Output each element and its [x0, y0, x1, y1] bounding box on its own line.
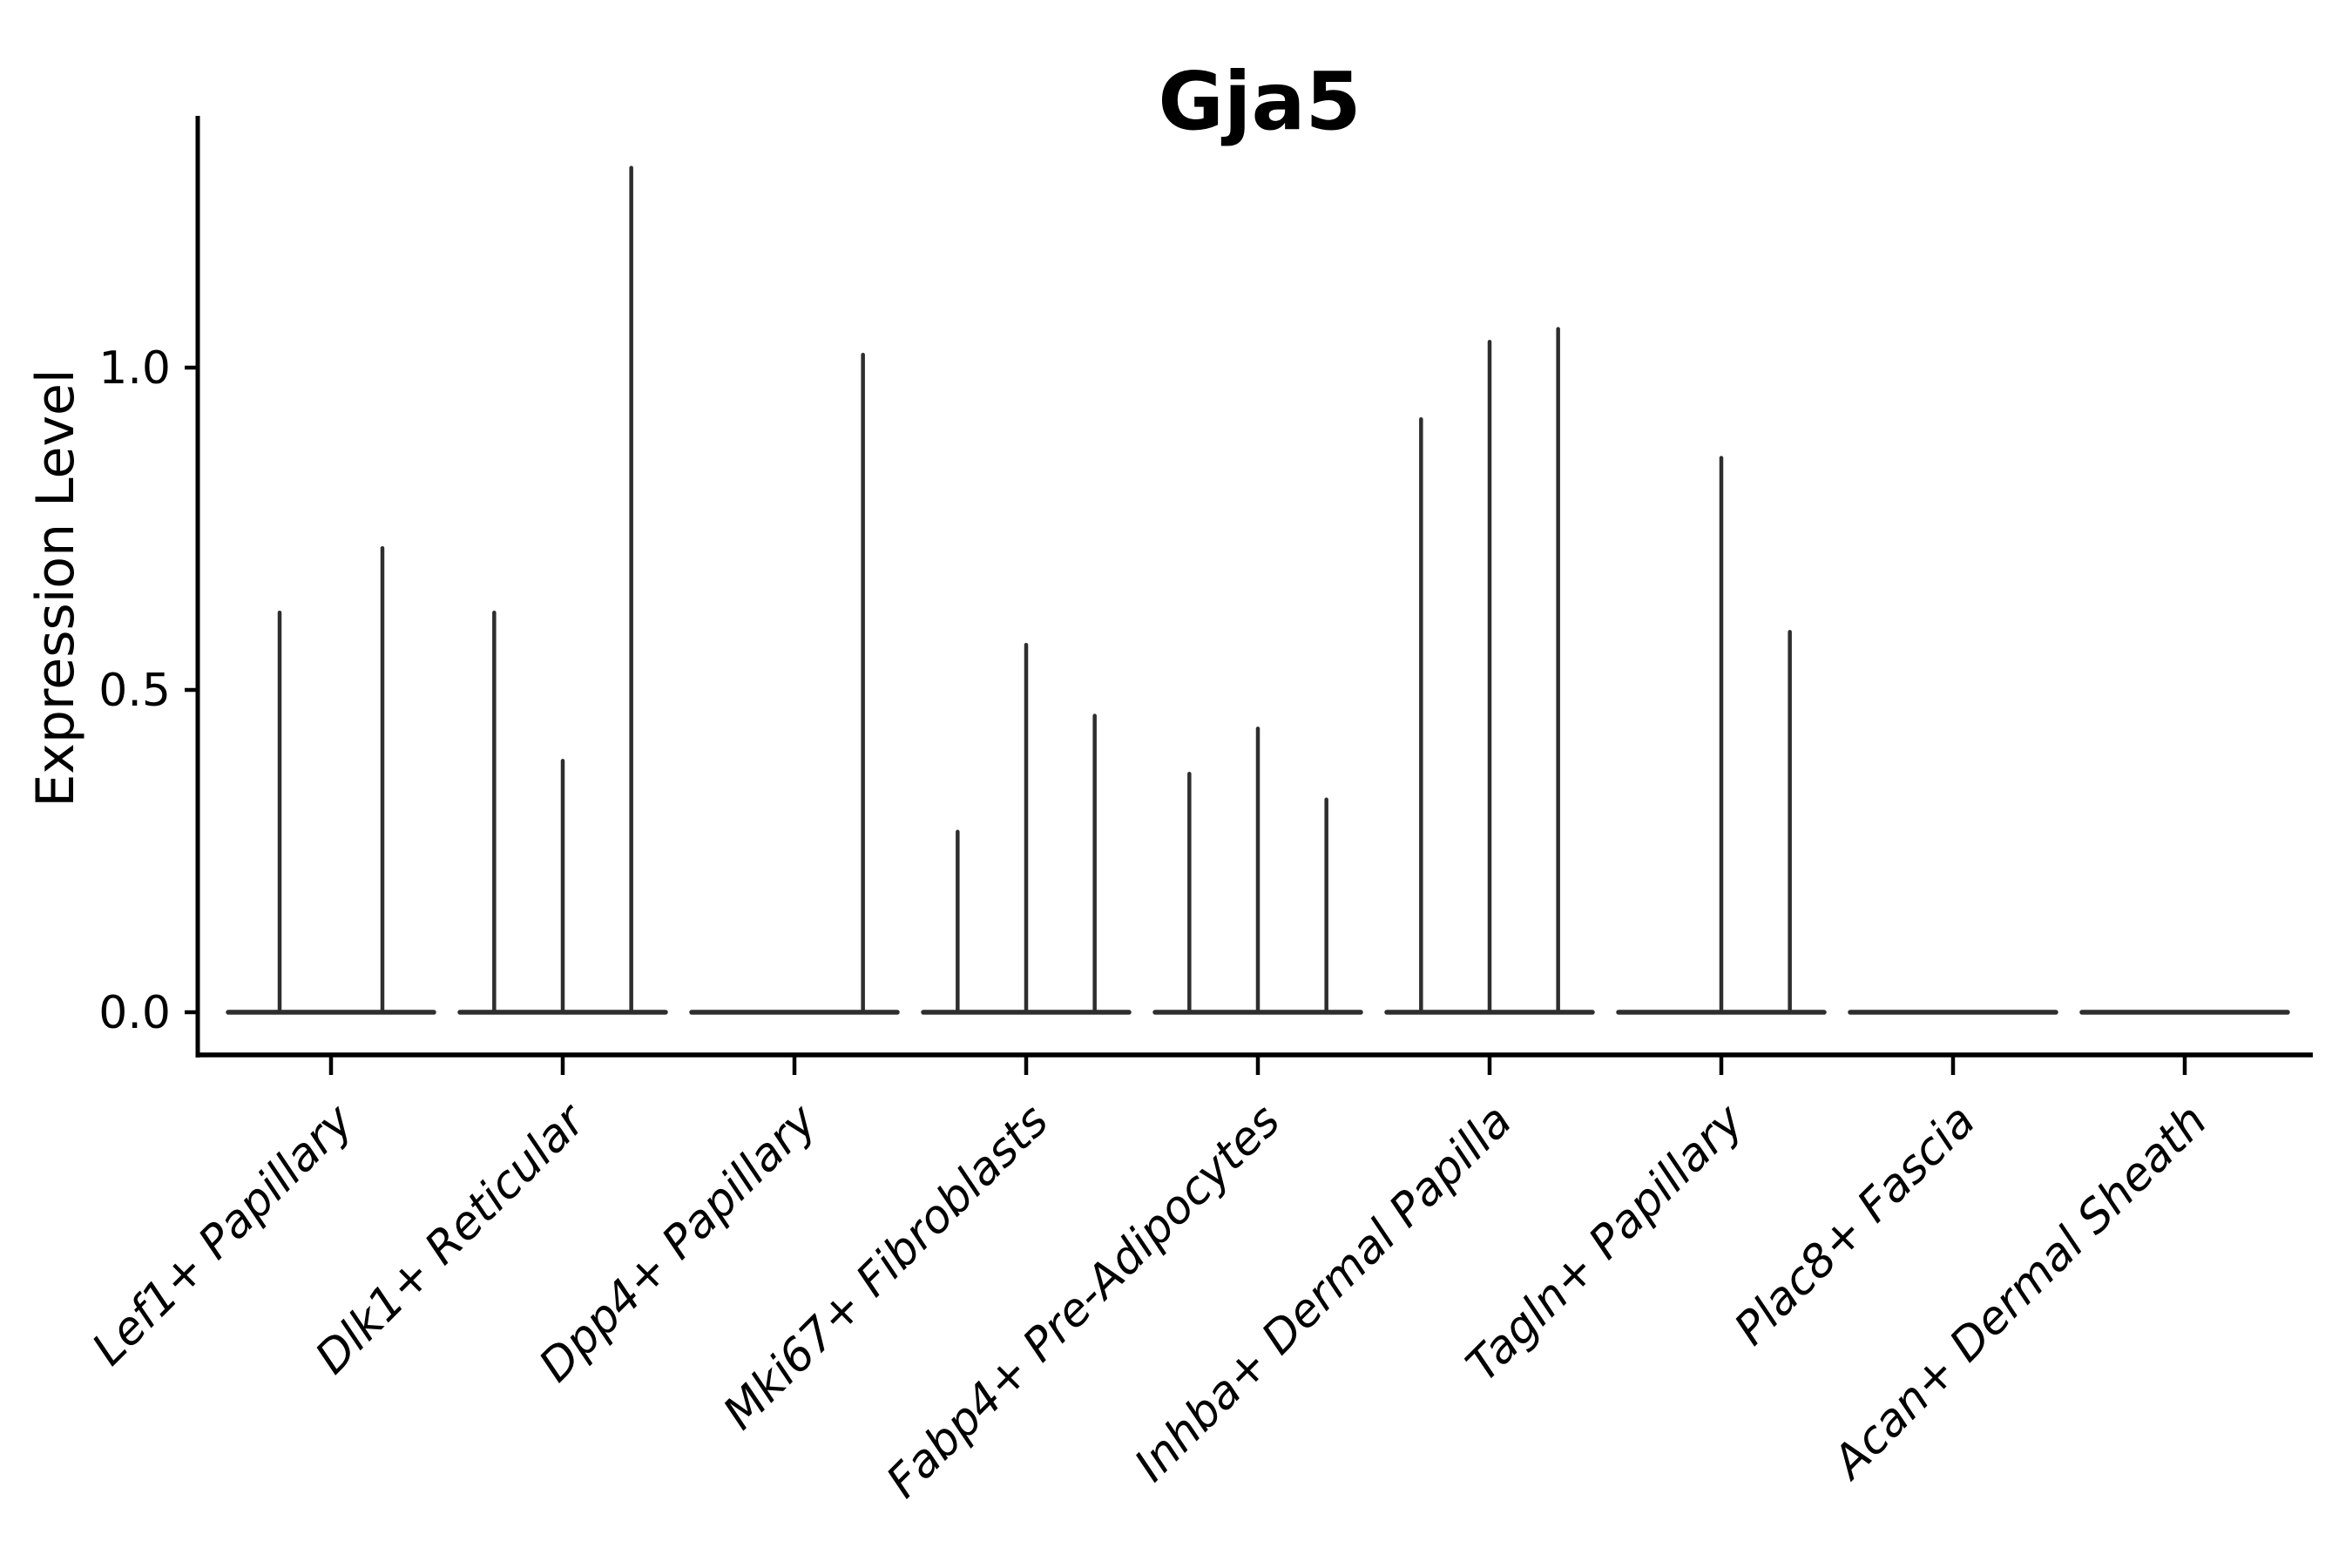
- x-tick-label: Fabp4+ Pre-Adipocytes: [877, 1095, 1291, 1509]
- violins: [226, 166, 2290, 1015]
- y-tick-label: 0.0: [98, 987, 171, 1039]
- x-tick-label: Inhba+ Dermal Papilla: [1125, 1095, 1522, 1492]
- y-tick-label: 1.0: [98, 342, 171, 395]
- x-tick-label: Plac8+ Fascia: [1725, 1095, 1985, 1355]
- plot-title: Gja5: [1158, 55, 1361, 148]
- axes: [185, 116, 2313, 1075]
- y-tick-label: 0.5: [98, 665, 171, 717]
- x-tick-label: Acan+ Dermal Sheath: [1821, 1095, 2217, 1490]
- y-axis-label: Expression Level: [25, 368, 86, 807]
